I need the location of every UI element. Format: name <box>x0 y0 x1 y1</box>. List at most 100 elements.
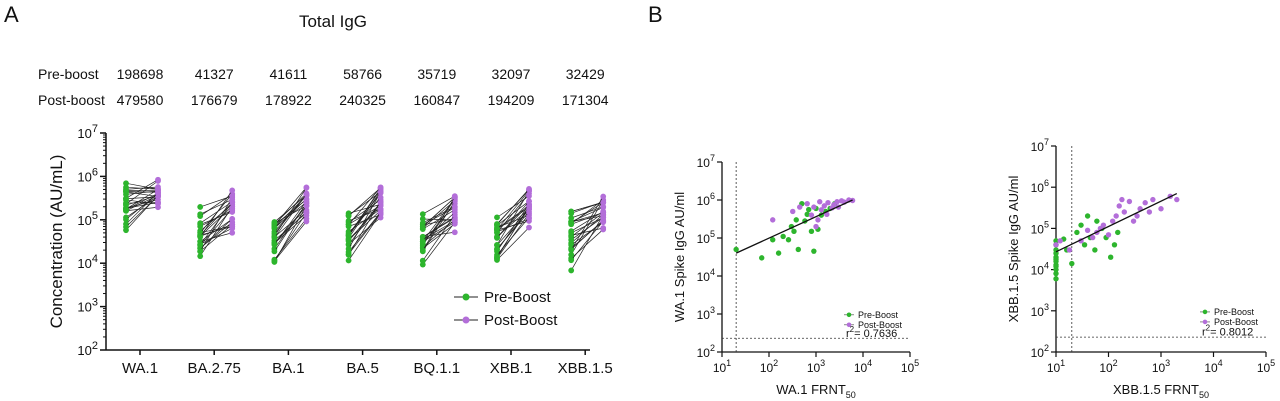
table-post-value: 240325 <box>339 92 386 108</box>
legend-label: Post-Boost <box>484 312 558 329</box>
table-pre-value: 58766 <box>343 66 382 82</box>
table-post-value: 176679 <box>191 92 238 108</box>
pre-boost-point <box>123 187 129 194</box>
y-tick-label: 105 <box>77 210 98 228</box>
pair-line <box>348 212 381 255</box>
legend-marker <box>846 322 852 328</box>
pre-boost-point <box>733 246 739 253</box>
pre-boost-point <box>1111 242 1118 248</box>
pair-line <box>422 195 455 215</box>
post-boost-point <box>815 217 821 223</box>
x-tick-label: 104 <box>854 358 872 375</box>
post-boost-point <box>303 184 310 191</box>
x-tick-label: BA.1 <box>272 360 305 377</box>
post-boost-point <box>1057 238 1063 244</box>
post-boost-point <box>229 193 236 199</box>
pre-boost-point <box>791 228 797 235</box>
pre-boost-point <box>419 247 426 254</box>
x-tick-label: WA.1 <box>122 360 158 377</box>
pair-line <box>496 211 530 250</box>
pair-line <box>348 205 381 240</box>
x-tick-label: 105 <box>1257 358 1275 375</box>
table-pre-value: 32097 <box>492 66 531 82</box>
pre-boost-point <box>345 213 352 219</box>
post-boost-point <box>303 191 310 197</box>
pre-boost-point <box>775 250 782 256</box>
table-pre-value: 41611 <box>269 66 307 82</box>
y-tick-label: 102 <box>1031 343 1049 360</box>
post-boost-point <box>600 219 607 226</box>
pair-line <box>496 218 530 233</box>
y-tick-label: 104 <box>1031 261 1049 278</box>
legend-label: Pre-Boost <box>1214 307 1255 317</box>
table-post-value: 178922 <box>265 92 312 108</box>
pair-line <box>348 212 381 253</box>
pair-line <box>348 190 381 239</box>
pre-boost-point <box>197 204 204 210</box>
pre-boost-point <box>494 241 500 248</box>
pair-line <box>125 195 159 228</box>
pair-line <box>199 206 233 237</box>
pair-line <box>125 179 159 199</box>
pre-boost-point <box>785 237 792 243</box>
table-row-label-pre: Pre-boost <box>38 66 99 82</box>
pair-line <box>348 187 381 225</box>
post-boost-point <box>1121 209 1128 215</box>
pair-line <box>496 201 530 238</box>
pair-line <box>274 195 307 223</box>
pair-line <box>496 193 530 233</box>
y-axis-label: Concentration (AU/mL) <box>47 155 66 329</box>
x-tick-label: 102 <box>1099 358 1117 375</box>
legend-label: Post-Boost <box>1214 317 1259 327</box>
post-boost-point <box>451 193 458 200</box>
pre-boost-point <box>811 248 817 254</box>
x-tick-label: 102 <box>760 358 778 375</box>
pair-line <box>125 189 159 210</box>
pre-boost-point <box>759 255 765 261</box>
pre-boost-point <box>1053 238 1059 244</box>
pre-boost-point <box>780 233 786 240</box>
legend-label: Post-Boost <box>858 320 903 330</box>
pair-line <box>274 187 307 237</box>
post-boost-point <box>1126 198 1133 205</box>
pair-line <box>200 199 233 215</box>
pair-line <box>199 218 233 249</box>
y-tick-label: 104 <box>77 253 98 271</box>
pre-boost-point <box>1081 242 1088 248</box>
post-boost-point <box>817 199 823 205</box>
pair-line <box>422 222 456 265</box>
pre-boost-point <box>568 251 575 258</box>
post-boost-point <box>377 189 384 195</box>
x-tick-label: 104 <box>1204 358 1222 375</box>
pre-boost-point <box>197 253 204 260</box>
pair-line <box>422 223 456 249</box>
pre-boost-point <box>1115 229 1121 236</box>
x-tick-label: 101 <box>1047 358 1065 375</box>
pair-line <box>274 202 307 228</box>
legend-marker <box>1202 309 1208 315</box>
x-tick-label: BQ.1.1 <box>413 360 460 377</box>
pair-line <box>348 197 381 234</box>
pre-boost-point <box>123 216 129 223</box>
pair-line <box>199 224 233 252</box>
post-boost-point <box>377 199 384 206</box>
pair-line <box>348 201 381 256</box>
table-post-value: 160847 <box>413 92 460 108</box>
pre-boost-point <box>494 221 500 228</box>
pair-line <box>348 187 381 217</box>
pair-line <box>125 182 159 190</box>
post-boost-point <box>451 217 458 223</box>
post-boost-point <box>377 184 384 191</box>
pair-line <box>348 192 381 236</box>
post-boost-point <box>821 203 827 209</box>
post-boost-point <box>808 212 815 218</box>
post-boost-point <box>526 198 532 205</box>
post-boost-point <box>229 198 236 205</box>
post-boost-point <box>600 209 607 216</box>
pair-line <box>125 193 159 220</box>
post-boost-point <box>155 187 161 194</box>
post-boost-point <box>155 176 161 183</box>
pre-boost-point <box>197 241 204 248</box>
y-tick-label: 106 <box>1031 178 1049 195</box>
fit-line <box>735 199 853 254</box>
